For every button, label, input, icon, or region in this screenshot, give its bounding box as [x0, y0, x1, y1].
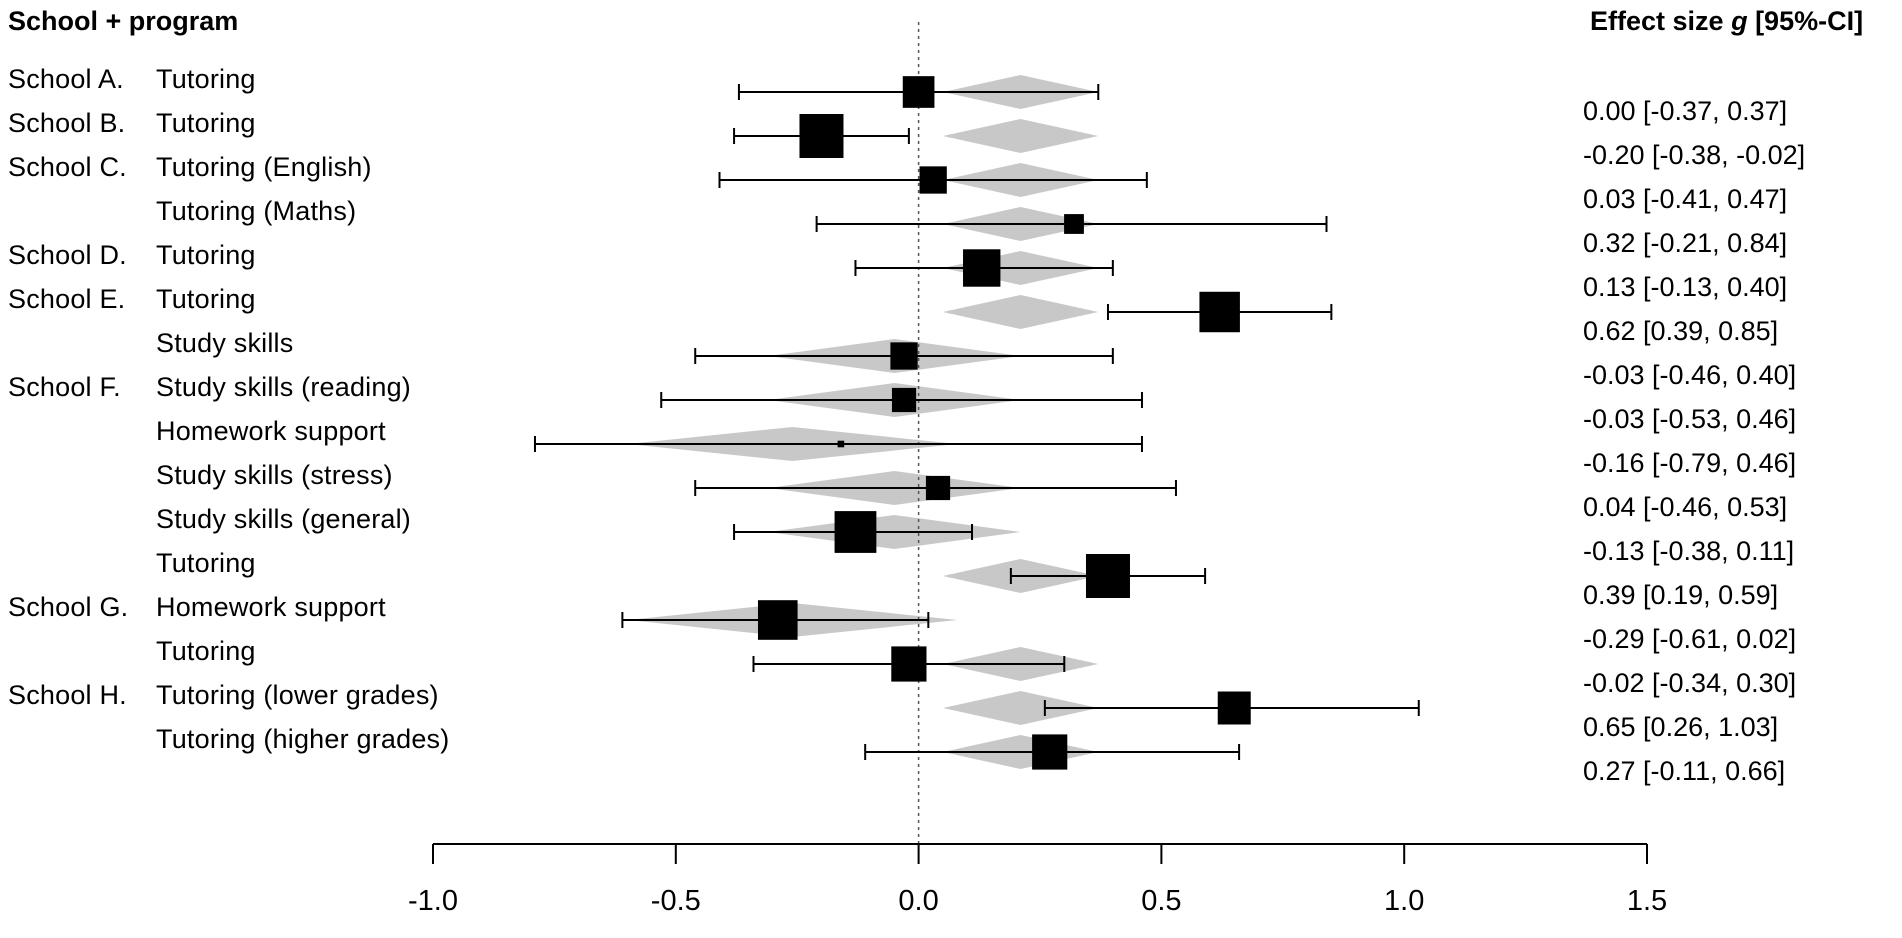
- x-tick-label: -0.5: [651, 885, 701, 917]
- estimate-text: -0.02 [-0.34, 0.30]: [1583, 668, 1797, 698]
- program-name: Tutoring: [156, 284, 256, 314]
- row-label: Study skills (stress): [8, 460, 393, 491]
- program-name: Tutoring (English): [156, 152, 372, 182]
- effect-square: [1085, 554, 1130, 598]
- estimate-text: 0.04 [-0.46, 0.53]: [1583, 492, 1788, 522]
- program-name: Study skills (reading): [156, 372, 411, 402]
- estimate-text: -0.29 [-0.61, 0.02]: [1583, 624, 1797, 654]
- estimate-text: -0.03 [-0.46, 0.40]: [1583, 360, 1797, 390]
- estimate-text: 0.00 [-0.37, 0.37]: [1583, 96, 1788, 126]
- left-column-header: School + program: [8, 6, 239, 36]
- estimate-text: 0.03 [-0.41, 0.47]: [1583, 184, 1788, 214]
- prediction-diamond: [942, 295, 1099, 329]
- effect-square: [1064, 214, 1084, 234]
- estimate-text: 0.27 [-0.11, 0.66]: [1583, 756, 1786, 786]
- prediction-diamond: [942, 119, 1099, 153]
- effect-square: [963, 249, 1001, 287]
- school-name: School G.: [8, 592, 129, 622]
- row-label: School B. Tutoring: [8, 108, 256, 139]
- estimate-text: -0.16 [-0.79, 0.46]: [1583, 448, 1797, 478]
- prediction-diamond: [942, 691, 1099, 725]
- x-tick-label: 0.5: [1141, 885, 1181, 917]
- program-name: Tutoring: [156, 64, 256, 94]
- estimate-text: 0.65 [0.26, 1.03]: [1583, 712, 1779, 742]
- effect-square: [891, 646, 927, 682]
- school-name: School B.: [8, 108, 126, 138]
- estimate-text: 0.39 [0.19, 0.59]: [1583, 580, 1779, 610]
- row-label: Tutoring (higher grades): [8, 724, 449, 755]
- effect-square: [1199, 291, 1240, 333]
- effect-square: [919, 166, 947, 194]
- estimate-text: 0.32 [-0.21, 0.84]: [1583, 228, 1788, 258]
- row-label: Study skills: [8, 328, 293, 359]
- program-name: Tutoring: [156, 636, 256, 666]
- effect-square: [1217, 691, 1251, 725]
- school-name: School E.: [8, 284, 126, 314]
- row-label: Homework support: [8, 416, 386, 447]
- header-italic-g: g: [1731, 6, 1748, 36]
- school-name: School F.: [8, 372, 121, 402]
- program-name: Tutoring (lower grades): [156, 680, 439, 710]
- effect-square: [902, 76, 935, 108]
- x-tick-label: -1.0: [408, 885, 458, 917]
- program-name: Tutoring: [156, 108, 256, 138]
- effect-square: [891, 387, 917, 413]
- school-name: School A.: [8, 64, 124, 94]
- row-label: Tutoring: [8, 636, 256, 667]
- effect-square: [834, 511, 877, 553]
- program-name: Tutoring: [156, 548, 256, 578]
- row-label: School F. Study skills (reading): [8, 372, 411, 403]
- x-tick-label: 0.0: [898, 885, 938, 917]
- effect-square: [757, 600, 798, 640]
- program-name: Study skills (stress): [156, 460, 393, 490]
- school-name: School D.: [8, 240, 127, 270]
- program-name: Study skills (general): [156, 504, 411, 534]
- row-label: School H. Tutoring (lower grades): [8, 680, 439, 711]
- program-name: Homework support: [156, 416, 386, 446]
- estimate-text: -0.03 [-0.53, 0.46]: [1583, 404, 1797, 434]
- right-column-header: Effect size g [95%-CI]: [1590, 6, 1863, 37]
- row-label: School E. Tutoring: [8, 284, 256, 315]
- effect-square: [837, 440, 845, 448]
- program-name: Tutoring (Maths): [156, 196, 357, 226]
- program-name: Homework support: [156, 592, 386, 622]
- program-name: Tutoring (higher grades): [156, 724, 450, 754]
- estimate-text: 0.62 [0.39, 0.85]: [1583, 316, 1779, 346]
- estimate-text: -0.20 [-0.38, -0.02]: [1583, 140, 1806, 170]
- school-name: School C.: [8, 152, 127, 182]
- program-name: Tutoring: [156, 240, 256, 270]
- row-label: Tutoring: [8, 548, 256, 579]
- header-suffix: [95%-CI]: [1747, 6, 1864, 36]
- row-label: School G. Homework support: [8, 592, 386, 623]
- school-name: School H.: [8, 680, 127, 710]
- effect-square: [799, 114, 844, 158]
- program-name: Study skills: [156, 328, 294, 358]
- row-label: Study skills (general): [8, 504, 411, 535]
- estimate-text: -0.13 [-0.38, 0.11]: [1583, 536, 1795, 566]
- x-tick-label: 1.0: [1384, 885, 1424, 917]
- effect-square: [925, 475, 951, 501]
- estimate-text: 0.13 [-0.13, 0.40]: [1583, 272, 1788, 302]
- row-label: School A. Tutoring: [8, 64, 256, 95]
- effect-square: [890, 342, 918, 370]
- row-label: School D. Tutoring: [8, 240, 256, 271]
- header-prefix: Effect size: [1590, 6, 1732, 36]
- row-label: School C. Tutoring (English): [8, 152, 372, 183]
- row-label: Tutoring (Maths): [8, 196, 356, 227]
- effect-square: [1032, 734, 1068, 770]
- x-tick-label: 1.5: [1627, 885, 1667, 917]
